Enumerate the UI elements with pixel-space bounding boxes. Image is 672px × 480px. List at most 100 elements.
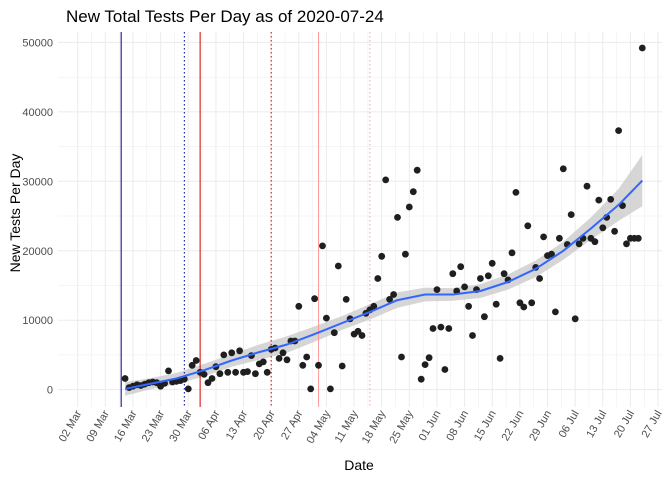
data-point — [425, 354, 433, 362]
x-tick-label: 20 Apr — [251, 408, 277, 442]
data-point — [433, 286, 441, 293]
y-tick-label: 50000 — [22, 37, 53, 49]
x-tick-label: 11 May — [333, 408, 361, 445]
data-point — [386, 296, 393, 303]
data-point — [244, 368, 251, 375]
data-point — [283, 356, 291, 364]
data-point — [500, 270, 508, 278]
data-point — [330, 329, 338, 337]
data-point — [461, 283, 468, 291]
x-tick-label: 25 May — [388, 408, 417, 446]
x-tick-label: 16 Mar — [112, 408, 140, 444]
x-tick-label: 06 Jul — [557, 409, 582, 440]
data-point — [263, 368, 271, 376]
data-point — [496, 355, 504, 362]
data-point — [540, 233, 547, 241]
data-point — [275, 355, 283, 362]
data-points — [121, 44, 646, 393]
data-point — [216, 370, 224, 378]
data-point — [323, 314, 330, 322]
x-tick-label: 20 Jul — [612, 409, 637, 440]
data-point — [429, 325, 437, 332]
data-point — [405, 203, 413, 211]
data-point — [548, 250, 555, 258]
data-point — [524, 222, 532, 230]
data-point — [615, 127, 622, 134]
data-point — [445, 325, 453, 332]
x-tick-label: 08 Jun — [444, 409, 471, 444]
data-point — [165, 367, 172, 375]
data-point — [449, 270, 457, 278]
data-point — [552, 308, 559, 316]
data-point — [623, 240, 630, 248]
data-point — [208, 375, 216, 382]
data-point — [307, 385, 315, 393]
x-tick-label: 23 Mar — [140, 408, 168, 444]
data-point — [492, 300, 500, 308]
data-point — [469, 332, 476, 339]
x-axis-ticks: 02 Mar 09 Mar 16 Mar 23 Mar 30 Mar 06 Apr 13 A… — [57, 408, 665, 446]
data-point — [477, 275, 484, 282]
data-point — [303, 353, 311, 361]
data-point — [374, 275, 382, 282]
smooth-line — [124, 179, 644, 390]
data-point — [327, 385, 334, 393]
data-point — [398, 353, 405, 361]
data-point — [232, 368, 240, 376]
data-point — [378, 252, 386, 260]
data-point — [484, 272, 492, 280]
data-point — [228, 349, 236, 357]
y-axis-ticks: 0 10000 20000 30000 40000 50000 — [22, 37, 53, 396]
chart-title: New Total Tests Per Day as of 2020-07-24 — [66, 7, 384, 26]
y-axis-title: New Tests Per Day — [7, 154, 23, 273]
data-point — [465, 302, 472, 310]
data-point — [417, 375, 425, 383]
data-point — [315, 361, 322, 369]
smooth-line-group — [124, 179, 644, 390]
data-point — [413, 166, 421, 174]
y-tick-label: 0 — [47, 385, 53, 397]
data-point — [599, 224, 607, 232]
data-point — [528, 299, 536, 307]
x-tick-label: 27 Apr — [279, 408, 305, 442]
x-tick-label: 01 Jun — [417, 409, 444, 444]
data-point — [520, 303, 528, 311]
data-point — [200, 371, 208, 378]
data-point — [319, 242, 326, 250]
data-point — [224, 368, 232, 376]
data-point — [295, 302, 303, 310]
confidence-band-area — [125, 154, 643, 396]
data-point — [121, 375, 129, 382]
reference-lines — [120, 32, 371, 407]
x-tick-label: 06 Apr — [196, 408, 222, 442]
data-point — [342, 296, 350, 303]
data-point — [338, 362, 346, 370]
data-point — [583, 182, 591, 190]
data-point — [571, 315, 579, 323]
data-point — [595, 196, 603, 204]
data-point — [481, 313, 488, 321]
data-point — [236, 347, 244, 355]
x-tick-label: 29 Jun — [527, 409, 554, 444]
data-point — [334, 262, 342, 270]
data-point — [437, 323, 445, 331]
data-point — [536, 275, 543, 282]
data-point — [421, 361, 429, 368]
data-point — [299, 361, 307, 369]
y-tick-label: 30000 — [22, 176, 53, 188]
y-tick-label: 20000 — [22, 246, 53, 258]
data-point — [279, 349, 287, 357]
x-tick-label: 15 Jun — [472, 409, 499, 444]
data-point — [252, 370, 259, 378]
data-point — [259, 358, 267, 366]
data-point — [567, 211, 575, 219]
x-axis-title: Date — [344, 457, 374, 473]
data-point — [457, 263, 465, 271]
data-point — [634, 234, 642, 242]
data-point — [184, 385, 192, 393]
x-tick-label: 09 Mar — [84, 408, 112, 444]
data-point — [382, 176, 390, 184]
x-tick-label: 22 Jun — [500, 409, 527, 444]
confidence-band — [125, 154, 643, 396]
